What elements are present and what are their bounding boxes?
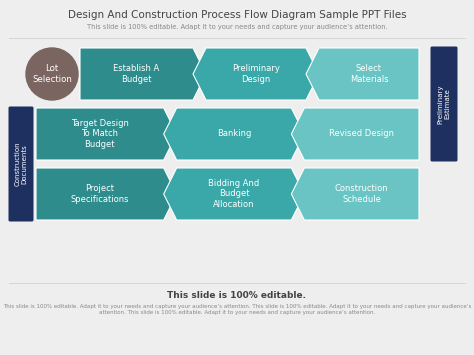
Polygon shape <box>164 108 304 160</box>
Polygon shape <box>164 168 304 220</box>
FancyBboxPatch shape <box>430 47 457 162</box>
Polygon shape <box>80 48 206 100</box>
Text: Establish A
Budget: Establish A Budget <box>113 64 160 84</box>
Text: This slide is 100% editable.: This slide is 100% editable. <box>167 291 307 300</box>
Text: Construction
Documents: Construction Documents <box>14 142 28 186</box>
Text: This slide is 100% editable. Adapt it to your needs and capture your audience’s : This slide is 100% editable. Adapt it to… <box>87 24 387 30</box>
Text: Bidding And
Budget
Allocation: Bidding And Budget Allocation <box>209 179 260 209</box>
Circle shape <box>26 48 78 100</box>
Polygon shape <box>193 48 319 100</box>
Text: Revised Design: Revised Design <box>329 130 394 138</box>
FancyBboxPatch shape <box>9 106 34 222</box>
Text: Project
Specifications: Project Specifications <box>71 184 129 204</box>
Text: This slide is 100% editable. Adapt it to your needs and capture your audience’s : This slide is 100% editable. Adapt it to… <box>3 304 471 315</box>
Text: Design And Construction Process Flow Diagram Sample PPT Files: Design And Construction Process Flow Dia… <box>68 10 406 20</box>
Text: Banking: Banking <box>217 130 251 138</box>
Polygon shape <box>36 108 177 160</box>
Text: Preliminary
Design: Preliminary Design <box>232 64 280 84</box>
Text: Lot
Selection: Lot Selection <box>32 64 72 84</box>
Polygon shape <box>292 168 419 220</box>
Text: Target Design
To Match
Budget: Target Design To Match Budget <box>71 119 129 149</box>
Text: Preliminary
Estimate: Preliminary Estimate <box>437 84 451 124</box>
Polygon shape <box>292 108 419 160</box>
Polygon shape <box>36 168 177 220</box>
Polygon shape <box>306 48 419 100</box>
Text: Select
Materials: Select Materials <box>350 64 388 84</box>
Text: Construction
Schedule: Construction Schedule <box>335 184 389 204</box>
